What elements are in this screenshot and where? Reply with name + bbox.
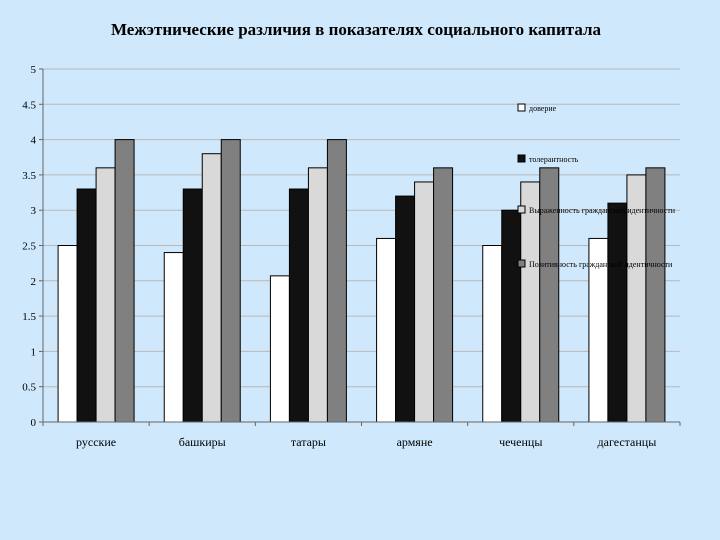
- legend-swatch: [517, 205, 526, 214]
- bar: [326, 139, 347, 423]
- y-tick-label: 3.5: [22, 170, 36, 182]
- bar: [114, 139, 135, 423]
- y-tick-label: 0.5: [22, 382, 36, 394]
- y-tick-label: 0: [31, 417, 37, 429]
- legend-label: толерантность: [529, 155, 579, 164]
- y-tick-label: 1.5: [22, 311, 36, 323]
- legend: доверие толерантность Выраженность граждан…: [517, 103, 676, 269]
- y-tick-label: 3: [31, 205, 37, 217]
- bar: [201, 153, 222, 423]
- bar: [607, 202, 628, 423]
- x-category-label: татары: [291, 435, 326, 449]
- x-category-label: башкиры: [179, 435, 226, 449]
- bar: [482, 245, 503, 423]
- bar: [501, 209, 522, 423]
- legend-label: доверие: [529, 104, 557, 113]
- x-category-label: армяне: [397, 435, 433, 449]
- bar: [520, 181, 541, 423]
- bar: [163, 252, 184, 423]
- y-tick-label: 4.5: [22, 99, 36, 111]
- bar: [57, 245, 78, 423]
- bar: [414, 181, 435, 423]
- x-category-label: дагестанцы: [598, 435, 657, 449]
- legend-label: Выраженность гражданской идентичности: [529, 206, 676, 215]
- bar: [220, 139, 241, 423]
- gridlines: [43, 68, 680, 388]
- category-labels: русские башкиры татары армяне чеченцы дагеста…: [76, 435, 656, 449]
- x-category-label: чеченцы: [499, 435, 542, 449]
- x-category-label: русские: [76, 435, 116, 449]
- legend-swatch: [517, 103, 526, 112]
- bar: [95, 167, 116, 423]
- bar: [376, 237, 397, 423]
- chart-title: Межэтнические различия в показателях соц…: [111, 20, 602, 39]
- y-tick-label: 5: [31, 64, 37, 76]
- y-tick-label: 2.5: [22, 241, 36, 253]
- bar: [182, 188, 203, 423]
- y-tick-label: 1: [31, 346, 37, 358]
- bar: [76, 188, 97, 423]
- legend-swatch: [517, 154, 526, 163]
- bars: [57, 139, 666, 423]
- y-axis-ticks: 0 0.5 1 1.5 2 2.5 3 3.5 4 4.5 5: [22, 64, 43, 429]
- y-tick-label: 2: [31, 276, 37, 288]
- legend-swatch: [517, 259, 526, 268]
- bar: [395, 195, 416, 423]
- axes: [42, 69, 681, 426]
- bar: [269, 275, 290, 423]
- bar: [288, 188, 309, 423]
- legend-label: Позитивность гражданской идентичности: [529, 260, 673, 269]
- bar: [433, 167, 454, 423]
- bar: [307, 167, 328, 423]
- y-tick-label: 4: [31, 135, 37, 147]
